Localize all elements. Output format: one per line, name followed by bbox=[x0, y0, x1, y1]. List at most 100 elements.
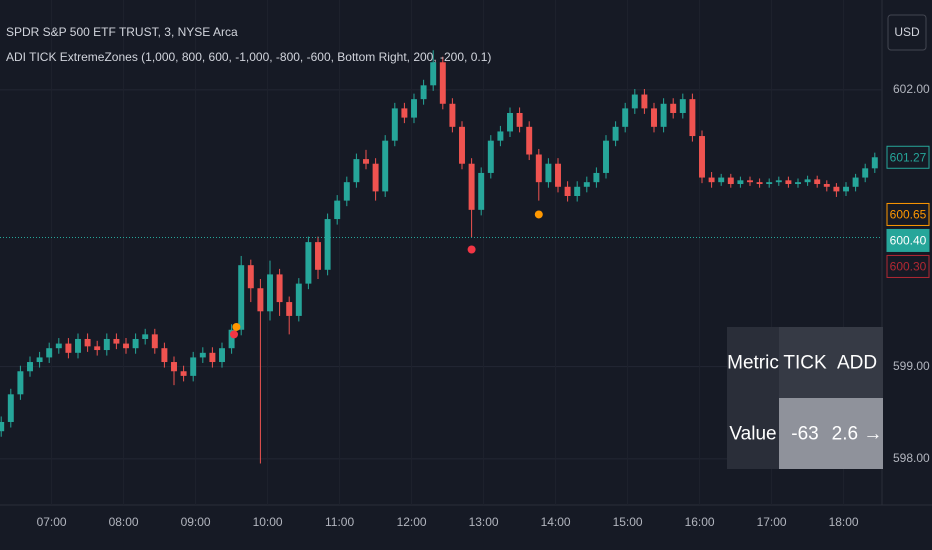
candle-body bbox=[132, 338, 139, 349]
candle-body bbox=[353, 159, 360, 183]
candle-body bbox=[718, 177, 725, 183]
candle-body bbox=[391, 108, 398, 141]
candle-body bbox=[295, 283, 302, 316]
candle-body bbox=[161, 348, 168, 363]
candle-body bbox=[7, 394, 14, 422]
candle-body bbox=[574, 186, 581, 197]
candle-body bbox=[430, 62, 437, 86]
signal-dot bbox=[467, 245, 476, 254]
candle-body bbox=[516, 112, 523, 127]
candle-body bbox=[363, 159, 369, 164]
candle-body bbox=[478, 172, 485, 210]
x-tick-label: 12:00 bbox=[397, 515, 427, 529]
candle-body bbox=[823, 184, 830, 187]
candle-body bbox=[209, 352, 216, 363]
candle-body bbox=[699, 136, 705, 178]
candle-body bbox=[55, 343, 62, 349]
x-tick-label: 13:00 bbox=[469, 515, 499, 529]
candle-body bbox=[65, 343, 72, 353]
candle-body bbox=[785, 180, 792, 185]
candle-body bbox=[555, 163, 561, 187]
candle-body bbox=[631, 94, 638, 109]
candle-body bbox=[679, 99, 686, 113]
candle-body bbox=[843, 186, 849, 192]
x-tick-label: 17:00 bbox=[757, 515, 787, 529]
candle-body bbox=[372, 163, 379, 192]
candle-body bbox=[670, 103, 677, 113]
candle-body bbox=[526, 126, 533, 155]
candle-body bbox=[324, 219, 331, 270]
table-cell bbox=[779, 327, 831, 398]
currency-label[interactable]: USD bbox=[894, 25, 920, 39]
x-tick-label: 16:00 bbox=[685, 515, 715, 529]
candle-body bbox=[17, 371, 24, 395]
candle-body bbox=[487, 140, 494, 173]
candle-body bbox=[219, 348, 225, 363]
candle-body bbox=[123, 343, 129, 349]
candle-body bbox=[171, 362, 177, 372]
candle-body bbox=[468, 163, 475, 210]
candle-body bbox=[103, 338, 110, 351]
candle-body bbox=[641, 94, 648, 109]
candles bbox=[0, 50, 878, 464]
price-label: 601.27 bbox=[890, 150, 927, 164]
signal-dot bbox=[230, 330, 238, 339]
overlay bbox=[0, 210, 882, 339]
price-label: 600.30 bbox=[890, 260, 927, 274]
candle-body bbox=[862, 168, 869, 178]
candle-body bbox=[795, 182, 801, 185]
candle-body bbox=[286, 302, 293, 316]
candle-body bbox=[583, 182, 590, 187]
table-text: Metric bbox=[727, 353, 779, 374]
candle-body bbox=[411, 99, 417, 118]
candle-body bbox=[689, 99, 696, 137]
candle-body bbox=[46, 348, 53, 358]
candle-body bbox=[305, 242, 312, 284]
chart-title: SPDR S&P 500 ETF TRUST, 3, NYSE Arca bbox=[6, 25, 238, 39]
candle-body bbox=[766, 182, 773, 185]
candle-body bbox=[142, 334, 149, 339]
candle-body bbox=[727, 177, 734, 185]
candle-body bbox=[708, 177, 715, 183]
candle-body bbox=[228, 329, 235, 349]
candle-body bbox=[276, 274, 283, 303]
table-cell bbox=[727, 327, 779, 398]
candle-body bbox=[497, 131, 504, 141]
candle-body bbox=[84, 338, 91, 347]
candle-body bbox=[852, 177, 859, 187]
x-tick-label: 15:00 bbox=[613, 515, 643, 529]
table-cell bbox=[727, 398, 779, 469]
candle-body bbox=[27, 362, 33, 372]
x-tick-label: 08:00 bbox=[109, 515, 139, 529]
candle-body bbox=[257, 288, 264, 312]
candle-body bbox=[343, 182, 350, 201]
table-text: Value bbox=[729, 424, 776, 445]
candle-body bbox=[247, 265, 254, 289]
candle-body bbox=[545, 163, 552, 183]
candle-body bbox=[151, 334, 158, 349]
price-label-box bbox=[886, 254, 930, 278]
y-tick-label: 602.00 bbox=[893, 82, 930, 96]
candle-body bbox=[180, 371, 187, 376]
candle-body bbox=[94, 346, 101, 351]
indicator-label: ADI TICK ExtremeZones (1,000, 800, 600, … bbox=[6, 50, 491, 64]
signal-dot bbox=[534, 210, 543, 219]
price-label-box bbox=[886, 228, 930, 252]
candle-body bbox=[199, 352, 206, 358]
candle-body bbox=[439, 62, 446, 104]
candle-body bbox=[334, 200, 341, 220]
y-tick-label: 599.00 bbox=[893, 359, 930, 373]
currency-button[interactable] bbox=[887, 14, 927, 51]
candle-body bbox=[651, 108, 657, 127]
candle-body bbox=[238, 265, 245, 330]
table-text: TICK bbox=[783, 353, 827, 374]
candle-body bbox=[507, 112, 513, 132]
candle-body bbox=[449, 103, 456, 127]
candle-body bbox=[593, 172, 600, 183]
table-text: -63 bbox=[791, 424, 818, 445]
x-tick-label: 14:00 bbox=[541, 515, 571, 529]
candle-body bbox=[382, 140, 389, 192]
candle-body bbox=[814, 179, 821, 185]
y-tick-label: 598.00 bbox=[893, 451, 930, 465]
candle-body bbox=[75, 338, 81, 353]
